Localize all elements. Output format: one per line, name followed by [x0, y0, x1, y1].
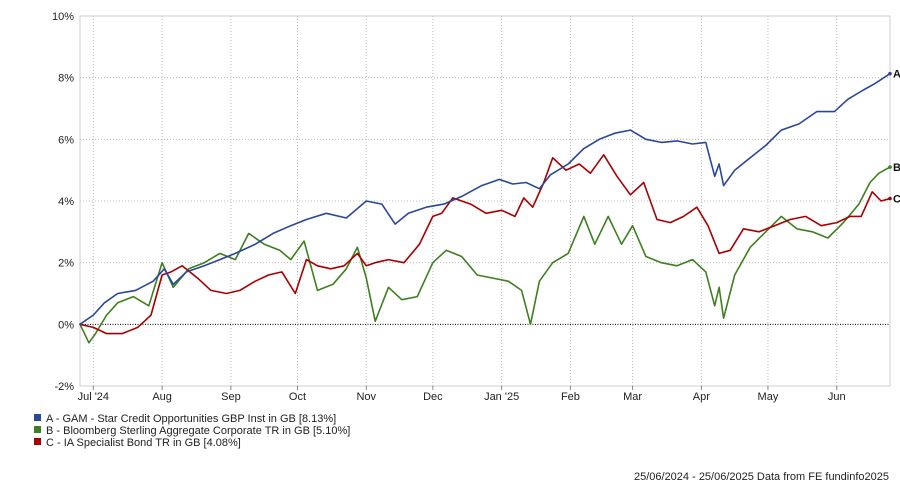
- y-axis: -2% 0% 2% 4% 6% 8% 10%: [52, 11, 74, 393]
- series-end-labels: B C A: [888, 69, 900, 206]
- y-tick-label: 2%: [58, 258, 74, 270]
- legend-label-b: B - Bloomberg Sterling Aggregate Corpora…: [46, 425, 350, 437]
- series-end-point-b: [888, 165, 892, 169]
- series-end-point-c: [888, 196, 892, 201]
- x-tick-label: Oct: [289, 391, 306, 403]
- legend: A - GAM - Star Credit Opportunities GBP …: [34, 413, 350, 449]
- legend-swatch-a: [34, 414, 41, 421]
- y-tick-label: -2%: [54, 381, 74, 393]
- y-tick-label: 6%: [58, 134, 74, 146]
- x-tick-label: May: [758, 391, 779, 403]
- legend-label-a: A - GAM - Star Credit Opportunities GBP …: [46, 413, 336, 425]
- series-end-label-a: A: [893, 69, 900, 81]
- x-tick-label: Jul '24: [78, 391, 109, 403]
- x-tick-label: Mar: [623, 391, 642, 403]
- x-tick-label: Dec: [423, 391, 443, 403]
- grid-lines: [80, 16, 890, 386]
- x-tick-label: Feb: [561, 391, 580, 403]
- series-line-c: [79, 154, 891, 335]
- chart-footer: 25/06/2024 - 25/06/2025 Data from FE fun…: [634, 471, 889, 483]
- y-tick-label: 10%: [52, 11, 74, 23]
- series-end-label-c: C: [893, 194, 900, 206]
- x-tick-label: Jun: [828, 391, 846, 403]
- y-tick-label: 4%: [58, 196, 74, 208]
- x-axis: Jul '24 Aug Sep Oct Nov Dec Jan '25 Feb Mar Apr Ma…: [78, 386, 846, 403]
- legend-swatch-b: [34, 426, 41, 433]
- legend-swatch-c: [34, 438, 41, 445]
- x-tick-label: Aug: [152, 391, 172, 403]
- series-end-label-b: B: [893, 162, 900, 174]
- legend-label-c: C - IA Specialist Bond TR in GB [4.08%]: [46, 437, 241, 449]
- x-tick-label: Apr: [693, 391, 710, 403]
- series-lines: [79, 72, 891, 344]
- x-tick-label: Nov: [356, 391, 376, 403]
- x-tick-label: Jan '25: [484, 391, 519, 403]
- y-tick-label: 8%: [58, 73, 74, 85]
- series-line-a: [79, 72, 891, 326]
- x-tick-label: Sep: [221, 391, 241, 403]
- y-tick-label: 0%: [58, 319, 74, 331]
- series-end-point-a: [888, 71, 892, 76]
- series-line-b: [79, 166, 891, 344]
